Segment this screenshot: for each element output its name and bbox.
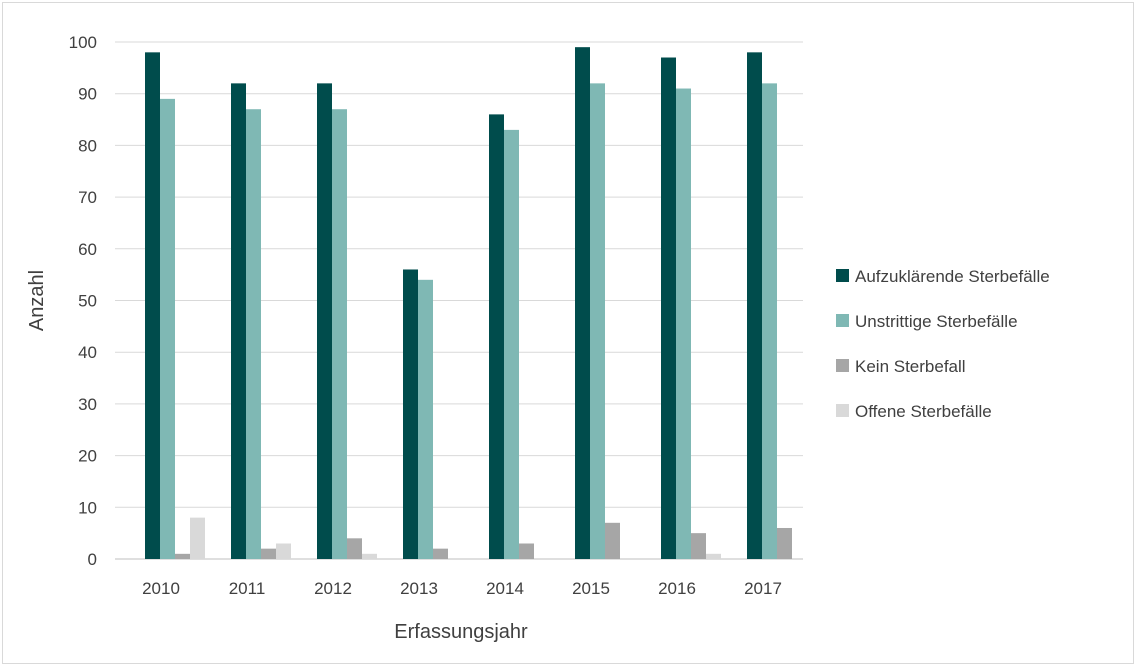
x-tick-label: 2016	[658, 579, 696, 598]
y-axis-title: Anzahl	[26, 270, 48, 331]
legend-label: Offene Sterbefälle	[855, 402, 992, 421]
x-tick-label: 2012	[314, 579, 352, 598]
x-tick-label: 2017	[744, 579, 782, 598]
bar	[433, 548, 448, 559]
bar	[190, 517, 205, 559]
x-tick-label: 2015	[572, 579, 610, 598]
bar	[605, 522, 620, 559]
bar	[691, 533, 706, 559]
x-tick-labels: 2010 2011 2012 2013 2014 2015 2016 2017	[142, 579, 782, 598]
y-tick-label: 30	[78, 395, 97, 414]
bar	[575, 47, 590, 560]
bar	[317, 83, 332, 560]
bars	[145, 47, 792, 560]
bar	[160, 98, 175, 560]
y-tick-label: 20	[78, 447, 97, 466]
bar	[347, 538, 362, 559]
y-tick-label: 60	[78, 240, 97, 259]
legend-swatch	[836, 404, 849, 417]
x-tick-label: 2010	[142, 579, 180, 598]
bar	[590, 83, 605, 560]
y-tick-label: 10	[78, 498, 97, 517]
y-tick-label: 100	[69, 33, 97, 52]
bar	[519, 543, 534, 559]
legend-swatch	[836, 314, 849, 327]
bar	[332, 109, 347, 560]
legend-label: Kein Sterbefall	[855, 357, 966, 376]
bar	[489, 114, 504, 559]
x-axis-title: Erfassungsjahr	[394, 621, 528, 643]
legend-swatch	[836, 359, 849, 372]
legend: Aufzuklärende Sterbefälle Unstrittige Ste…	[836, 267, 1050, 421]
x-tick-label: 2014	[486, 579, 524, 598]
bar	[145, 52, 160, 560]
bar	[362, 553, 377, 559]
bar	[706, 553, 721, 559]
y-tick-labels: 0 10 20 30 40 50 60 70 80 90 100	[69, 33, 97, 569]
bar	[676, 88, 691, 559]
gridlines	[115, 41, 803, 560]
bar	[231, 83, 246, 560]
legend-label: Unstrittige Sterbefälle	[855, 312, 1018, 331]
y-tick-label: 90	[78, 85, 97, 104]
bar	[403, 269, 418, 559]
bar	[762, 83, 777, 560]
bar	[777, 527, 792, 559]
bar	[276, 543, 291, 559]
bar	[418, 279, 433, 559]
legend-swatch	[836, 269, 849, 282]
legend-label: Aufzuklärende Sterbefälle	[855, 267, 1050, 286]
bar	[261, 548, 276, 559]
bar	[661, 57, 676, 559]
y-tick-label: 0	[88, 550, 97, 569]
y-tick-label: 70	[78, 188, 97, 207]
y-tick-label: 50	[78, 292, 97, 311]
y-tick-label: 80	[78, 136, 97, 155]
y-tick-label: 40	[78, 343, 97, 362]
x-tick-label: 2013	[400, 579, 438, 598]
bar	[175, 553, 190, 559]
bar	[504, 129, 519, 559]
bar	[246, 109, 261, 560]
bar	[747, 52, 762, 560]
x-tick-label: 2011	[229, 579, 266, 598]
